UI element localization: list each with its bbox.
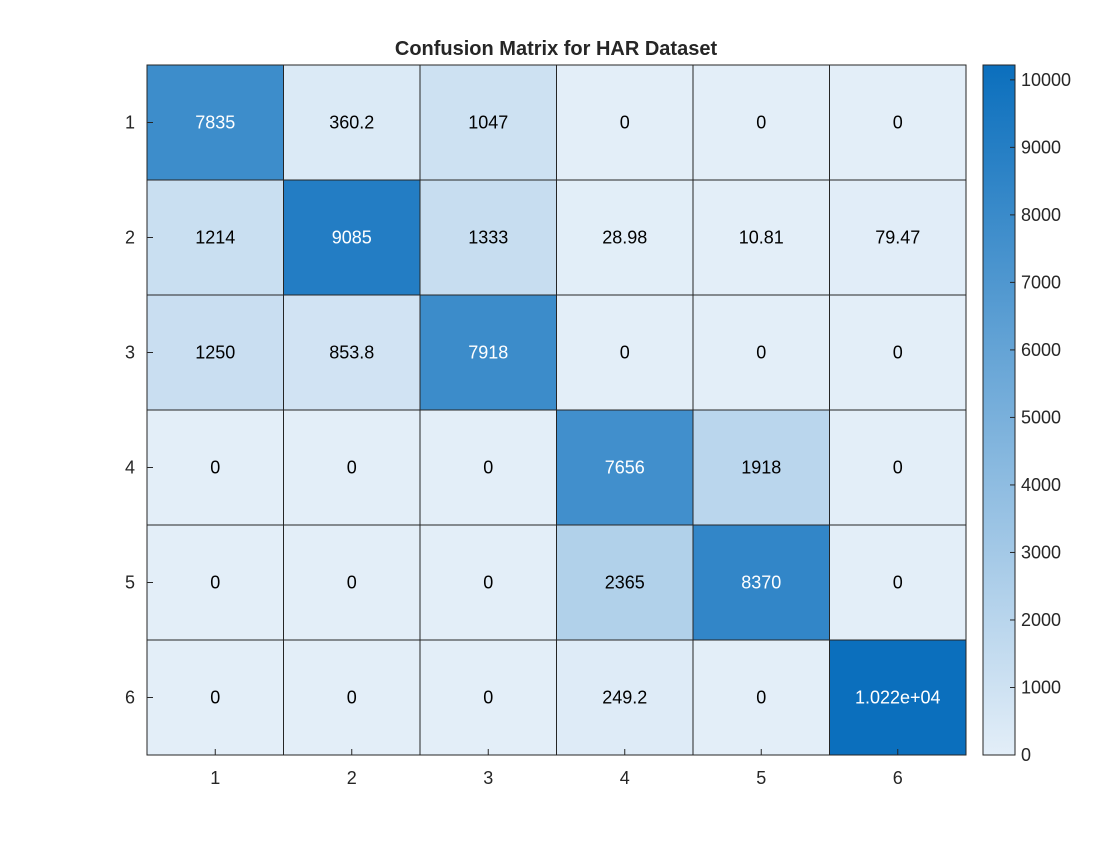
cell-value-label: 0 <box>210 573 220 593</box>
colorbar-tick-label: 8000 <box>1021 205 1061 225</box>
cell-value-label: 1.022e+04 <box>855 688 941 708</box>
cell-value-label: 8370 <box>741 573 781 593</box>
cell-value-label: 7835 <box>195 113 235 133</box>
y-axis-ticks: 1 2 3 4 5 6 <box>125 113 153 708</box>
cell-value-label: 0 <box>347 458 357 478</box>
cell-value-label: 0 <box>620 343 630 363</box>
cell-value-label: 1047 <box>468 113 508 133</box>
colorbar-tick-label: 9000 <box>1021 137 1061 157</box>
heatmap-cell <box>283 294 421 411</box>
heatmap-cell <box>692 409 830 526</box>
heatmap-cell <box>283 179 421 296</box>
cell-value-label: 0 <box>893 573 903 593</box>
heatmap-cell <box>829 64 967 181</box>
heatmap-cell <box>692 64 830 181</box>
cell-value-label: 1918 <box>741 458 781 478</box>
colorbar-tick-label: 5000 <box>1021 407 1061 427</box>
cell-value-label: 0 <box>483 688 493 708</box>
colorbar-tick-label: 0 <box>1021 745 1031 765</box>
x-tick-label: 1 <box>210 768 220 788</box>
x-tick-label: 4 <box>620 768 630 788</box>
heatmap-cell <box>556 179 694 296</box>
heatmap-cell <box>829 409 967 526</box>
heatmap-cell <box>829 524 967 641</box>
cell-value-label: 2365 <box>605 573 645 593</box>
y-tick-label: 4 <box>125 458 135 478</box>
heatmap-cell <box>829 639 967 756</box>
heatmap-cell <box>419 294 557 411</box>
cell-value-label: 1214 <box>195 228 235 248</box>
x-tick-label: 3 <box>483 768 493 788</box>
heatmap-cell <box>556 64 694 181</box>
heatmap-cell <box>146 639 284 756</box>
cell-value-label: 0 <box>893 458 903 478</box>
heatmap-cell <box>419 409 557 526</box>
heatmap-cell <box>692 294 830 411</box>
cell-value-label: 0 <box>893 343 903 363</box>
cell-value-label: 0 <box>893 113 903 133</box>
cell-value-label: 10.81 <box>739 228 784 248</box>
heatmap-cell <box>692 524 830 641</box>
x-tick-label: 5 <box>756 768 766 788</box>
cell-value-label: 0 <box>483 458 493 478</box>
cell-value-label: 0 <box>347 573 357 593</box>
heatmap-cell <box>419 64 557 181</box>
heatmap-cells <box>146 64 967 756</box>
cell-value-label: 0 <box>210 688 220 708</box>
colorbar-tick-label: 1000 <box>1021 677 1061 697</box>
cell-value-label: 0 <box>210 458 220 478</box>
cell-value-label: 7656 <box>605 458 645 478</box>
heatmap-cell <box>419 524 557 641</box>
x-axis-ticks: 1 2 3 4 5 6 <box>210 749 903 788</box>
heatmap-cell <box>829 294 967 411</box>
cell-value-label: 249.2 <box>602 688 647 708</box>
cell-value-label: 7918 <box>468 343 508 363</box>
colorbar-tick-label: 4000 <box>1021 475 1061 495</box>
colorbar-tick-label: 6000 <box>1021 340 1061 360</box>
colorbar-tick-label: 3000 <box>1021 542 1061 562</box>
cell-value-label: 0 <box>756 688 766 708</box>
cell-value-label: 0 <box>347 688 357 708</box>
cell-value-label: 0 <box>483 573 493 593</box>
cell-value-label: 28.98 <box>602 228 647 248</box>
x-tick-label: 2 <box>347 768 357 788</box>
heatmap-cell <box>692 639 830 756</box>
y-tick-label: 2 <box>125 228 135 248</box>
heatmap-cell <box>283 64 421 181</box>
heatmap-cell <box>283 409 421 526</box>
cell-value-label: 1250 <box>195 343 235 363</box>
cell-value-label: 1333 <box>468 228 508 248</box>
heatmap-cell <box>556 524 694 641</box>
cell-value-label: 0 <box>620 113 630 133</box>
chart-title: Confusion Matrix for HAR Dataset <box>395 38 718 60</box>
cell-value-label: 79.47 <box>875 228 920 248</box>
colorbar-ticks: 0 1000 2000 3000 4000 5000 6000 7000 8000 9000 100… <box>1010 70 1071 765</box>
y-tick-label: 1 <box>125 113 135 133</box>
cell-value-label: 9085 <box>332 228 372 248</box>
y-tick-label: 3 <box>125 343 135 363</box>
cell-value-label: 853.8 <box>329 343 374 363</box>
heatmap-cell <box>146 64 284 181</box>
cell-value-label: 0 <box>756 113 766 133</box>
colorbar-tick-label: 10000 <box>1021 70 1071 90</box>
heatmap-cell-labels: 7835 360.2 1047 0 0 0 1214 9085 1333 28.98 10.81 79… <box>195 113 940 708</box>
y-tick-label: 6 <box>125 688 135 708</box>
colorbar-tick-label: 7000 <box>1021 272 1061 292</box>
colorbar-gradient <box>982 64 1016 756</box>
y-tick-label: 5 <box>125 573 135 593</box>
heatmap-cell <box>556 409 694 526</box>
heatmap-cell <box>829 179 967 296</box>
colorbar: 0 1000 2000 3000 4000 5000 6000 7000 8000 9000 100… <box>982 64 1071 765</box>
cell-value-label: 0 <box>756 343 766 363</box>
heatmap-cell <box>146 409 284 526</box>
colorbar-tick-label: 2000 <box>1021 610 1061 630</box>
heatmap-cell <box>556 294 694 411</box>
x-tick-label: 6 <box>893 768 903 788</box>
heatmap-cell <box>146 524 284 641</box>
cell-value-label: 360.2 <box>329 113 374 133</box>
heatmap-cell <box>146 294 284 411</box>
